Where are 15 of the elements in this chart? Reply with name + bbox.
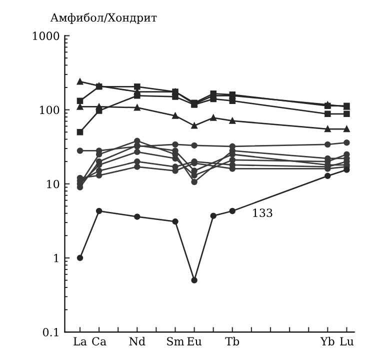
x-tick-label: Nd: [129, 336, 146, 346]
y-tick-label: 100: [40, 106, 60, 114]
x-tick-label: Yb: [320, 336, 334, 346]
y-tick-label: 1: [54, 254, 58, 262]
x-tick-label: Eu: [187, 337, 202, 346]
y-tick-label: 1000: [32, 32, 60, 40]
y-axis-title: Амфибол/Хондрит: [50, 12, 157, 24]
x-tick-label: Tb: [225, 336, 240, 346]
x-tick-label: Ca: [92, 337, 106, 346]
x-tick-label: Lu: [340, 337, 354, 346]
x-tick-label: Sm: [167, 337, 184, 346]
y-tick-label: 10: [47, 180, 60, 188]
y-tick-label: 0.1: [42, 328, 58, 336]
x-tick-label: La: [74, 337, 87, 346]
annotation: 133: [253, 208, 272, 218]
